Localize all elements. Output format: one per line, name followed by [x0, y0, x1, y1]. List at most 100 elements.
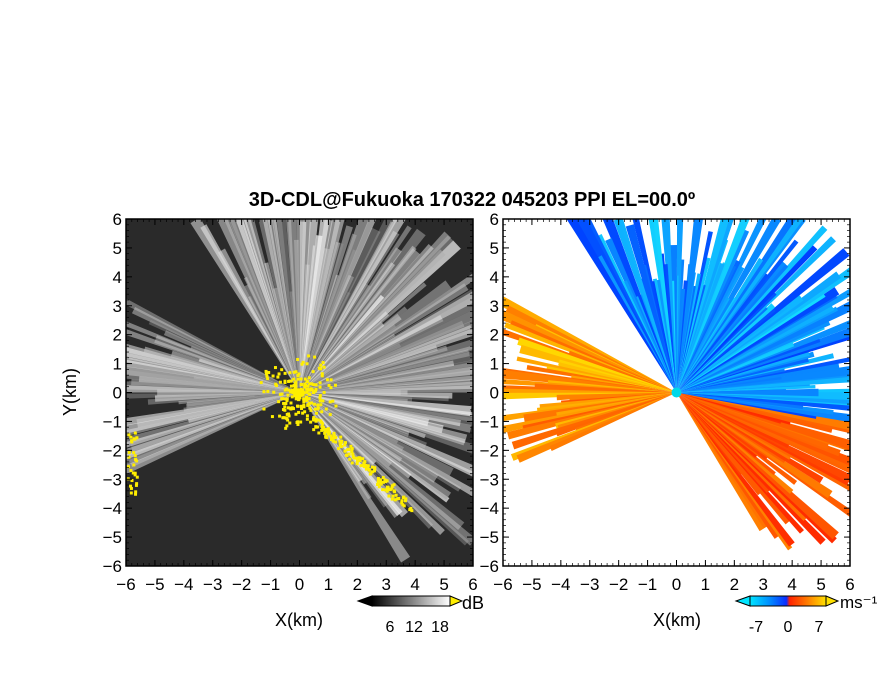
- snr-echo-pixel: [129, 486, 133, 490]
- snr-echo-pixel: [305, 417, 309, 421]
- snr-echo-pixel: [351, 452, 355, 456]
- snr-ray: [299, 219, 370, 393]
- snr-echo-pixel: [329, 386, 333, 390]
- snr-echo-pixel: [286, 406, 290, 410]
- snr-echo-pixel: [403, 499, 407, 503]
- velocity-ray: [676, 219, 804, 393]
- snr-echo-pixel: [288, 406, 292, 410]
- snr-ray: [299, 392, 449, 402]
- snr-echo-pixel: [338, 443, 342, 447]
- snr-echo-pixel: [344, 441, 348, 445]
- velocity-ray: [676, 392, 772, 493]
- velocity-colorbar-right-arrow: [825, 595, 840, 607]
- velocity-ray: [676, 288, 686, 393]
- snr-echo-pixel: [305, 396, 309, 400]
- snr-echo-pixel: [313, 407, 317, 411]
- snr-echo-pixel: [299, 420, 303, 424]
- snr-ray: [299, 392, 408, 405]
- snr-echo-pixel: [319, 403, 323, 407]
- velocity-ray: [676, 392, 850, 406]
- x-tick-label: 5: [439, 575, 448, 594]
- snr-echo-pixel: [410, 509, 414, 513]
- snr-echo-pixel: [280, 368, 284, 372]
- snr-echo-pixel: [319, 419, 323, 423]
- velocity-ray: [676, 303, 776, 393]
- velocity-ray: [676, 285, 696, 393]
- velocity-colorbar-tick-label: -7: [749, 619, 763, 636]
- y-tick-label: 3: [490, 297, 499, 316]
- snr-echo-pixel: [294, 385, 298, 389]
- snr-echo-pixel: [316, 403, 320, 407]
- velocity-ray: [676, 392, 850, 471]
- snr-ray: [299, 392, 427, 449]
- snr-ray: [126, 392, 300, 448]
- snr-echo-pixel: [293, 391, 297, 395]
- velocity-ray: [676, 392, 780, 539]
- snr-ray: [299, 219, 330, 393]
- snr-echo-pixel: [299, 377, 303, 381]
- snr-echo-pixel: [370, 465, 374, 469]
- velocity-ray: [533, 346, 677, 393]
- snr-ray: [299, 333, 396, 393]
- snr-echo-pixel: [133, 471, 137, 475]
- snr-echo-pixel: [351, 455, 355, 459]
- snr-echo-pixel: [285, 387, 289, 391]
- snr-ray: [299, 245, 317, 393]
- snr-ray: [299, 392, 473, 546]
- snr-ray: [299, 264, 310, 393]
- snr-echo-pixel: [322, 365, 326, 369]
- snr-echo-pixel: [132, 463, 136, 467]
- velocity-xlabel: X(km): [653, 610, 701, 630]
- snr-echo-pixel: [278, 380, 282, 384]
- snr-echo-pixel: [282, 416, 286, 420]
- snr-echo-pixel: [303, 410, 307, 414]
- snr-echo-pixel: [373, 466, 377, 470]
- snr-ray: [299, 392, 404, 452]
- snr-echo-pixel: [300, 362, 304, 366]
- snr-ray: [299, 274, 355, 393]
- x-tick-label: 1: [701, 575, 710, 594]
- snr-echo-pixel: [401, 496, 405, 500]
- snr-ray: [299, 339, 473, 393]
- snr-echo-pixel: [319, 363, 323, 367]
- velocity-ray: [676, 392, 792, 425]
- velocity-ray: [676, 306, 768, 393]
- x-tick-label: −6: [493, 575, 512, 594]
- snr-ray: [286, 219, 300, 393]
- velocity-colorbar-unit: ms⁻¹: [840, 593, 878, 612]
- snr-echo-pixel: [376, 483, 380, 487]
- snr-ray: [126, 343, 300, 393]
- velocity-ray: [676, 392, 792, 460]
- snr-echo-pixel: [127, 455, 131, 459]
- snr-ray: [126, 366, 300, 393]
- snr-echo-pixel: [301, 411, 305, 415]
- snr-echo-pixel: [295, 388, 299, 392]
- velocity-ray: [676, 239, 729, 393]
- snr-echo-pixel: [321, 428, 325, 432]
- snr-ray: [190, 345, 300, 393]
- snr-echo-pixel: [266, 377, 270, 381]
- snr-echo-pixel: [305, 390, 309, 394]
- snr-echo-pixel: [397, 496, 401, 500]
- snr-ray: [186, 392, 300, 407]
- snr-echo-pixel: [324, 427, 328, 431]
- velocity-ray: [676, 219, 734, 393]
- snr-echo-pixel: [357, 456, 361, 460]
- snr-ray: [299, 274, 340, 393]
- snr-ray: [299, 392, 409, 438]
- velocity-colorbar-bar: [749, 595, 827, 607]
- snr-ray: [299, 392, 468, 444]
- velocity-ray: [676, 392, 850, 486]
- snr-echo-pixel: [367, 467, 371, 471]
- snr-ray: [264, 262, 300, 393]
- snr-echo-pixel: [368, 472, 372, 476]
- y-tick-label: −3: [480, 470, 499, 489]
- snr-echo-pixel: [135, 482, 139, 486]
- velocity-ray: [676, 297, 730, 393]
- snr-echo-pixel: [300, 393, 304, 397]
- snr-ray: [299, 345, 448, 393]
- velocity-ray: [676, 392, 794, 494]
- snr-echo-pixel: [344, 453, 348, 457]
